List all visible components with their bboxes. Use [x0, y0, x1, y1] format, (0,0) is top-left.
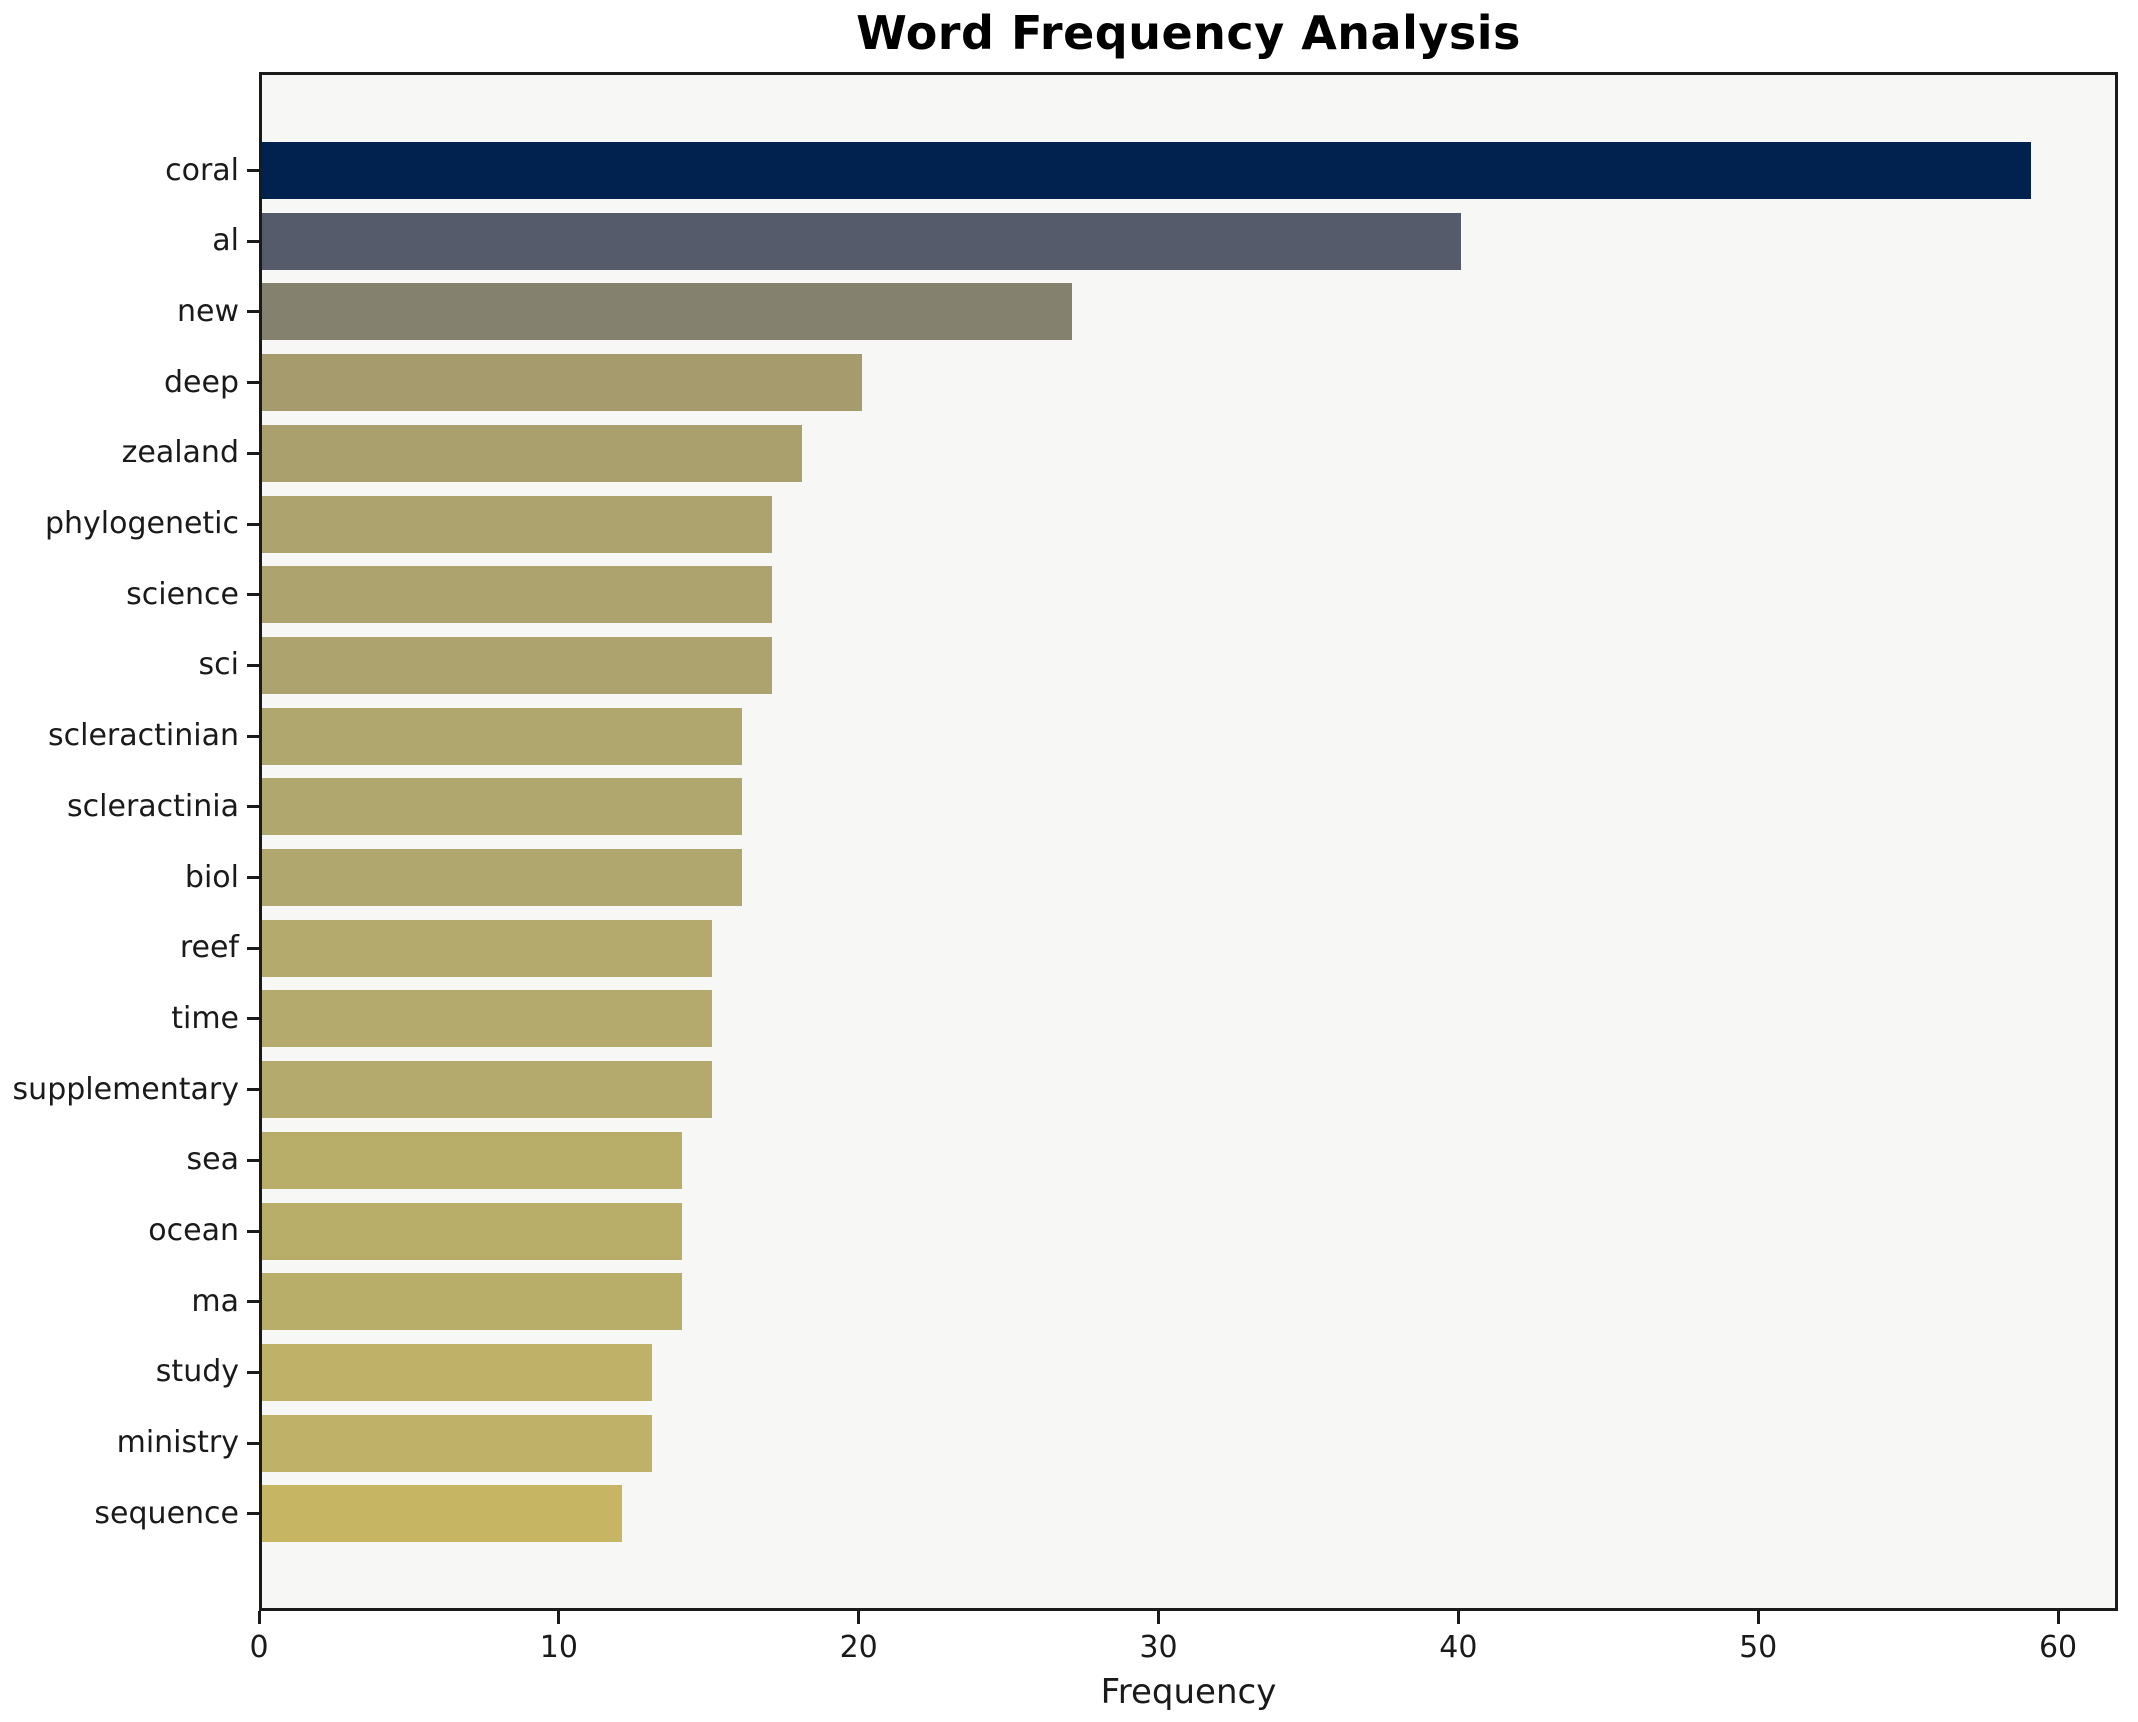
x-tick-mark: [1157, 1611, 1161, 1624]
bar-scleractinia: [262, 778, 742, 836]
bar-sea: [262, 1131, 682, 1189]
y-tick-label: scleractinia: [67, 788, 239, 824]
y-tick-mark: [247, 805, 259, 809]
x-tick-label: 20: [839, 1630, 878, 1665]
y-tick-label: al: [212, 223, 239, 259]
x-tick-label: 10: [539, 1630, 578, 1665]
y-tick-mark: [247, 1370, 259, 1374]
y-tick-mark: [247, 734, 259, 738]
plot-area: [259, 72, 2118, 1611]
x-tick-label: 40: [1439, 1630, 1478, 1665]
y-tick-mark: [247, 169, 259, 172]
y-tick-mark: [247, 1088, 259, 1092]
y-tick-mark: [247, 451, 259, 455]
y-tick-mark: [247, 593, 259, 597]
y-tick-label: deep: [164, 364, 239, 400]
bar-sci: [262, 636, 772, 694]
bar-zealand: [262, 424, 802, 482]
y-tick-mark: [247, 522, 259, 526]
y-tick-label: phylogenetic: [44, 506, 239, 541]
x-tick-mark: [557, 1611, 561, 1624]
x-tick-label: 50: [1739, 1630, 1778, 1665]
y-tick-label: study: [155, 1354, 239, 1390]
bar-science: [262, 566, 772, 624]
bar-new: [262, 283, 1072, 341]
y-tick-mark: [247, 1512, 259, 1516]
y-tick-label: reef: [179, 930, 239, 966]
x-tick-mark: [857, 1611, 861, 1624]
x-axis-label: Frequency: [1100, 1672, 1277, 1712]
bar-phylogenetic: [262, 495, 772, 553]
bar-scleractinian: [262, 707, 742, 765]
bar-ma: [262, 1273, 682, 1331]
y-tick-mark: [247, 1229, 259, 1233]
bar-coral: [262, 142, 2031, 199]
y-tick-label: biol: [184, 859, 239, 895]
y-tick-label: time: [171, 1000, 239, 1036]
x-tick-label: 60: [2038, 1630, 2078, 1665]
y-tick-label: sci: [198, 647, 239, 683]
y-tick-label: science: [126, 576, 239, 612]
y-tick-mark: [247, 946, 259, 950]
y-tick-mark: [247, 1017, 259, 1021]
x-tick-label: 30: [1139, 1630, 1178, 1665]
y-tick-label: scleractinian: [48, 718, 239, 754]
y-tick-label: sea: [186, 1142, 239, 1178]
x-tick-label: 0: [249, 1630, 269, 1665]
y-tick-label: supplementary: [12, 1071, 239, 1107]
bar-ministry: [262, 1414, 652, 1472]
bar-supplementary: [262, 1061, 712, 1119]
bar-study: [262, 1343, 652, 1401]
bar-sequence: [262, 1485, 622, 1543]
y-tick-label: zealand: [121, 435, 239, 471]
bar-ocean: [262, 1202, 682, 1260]
y-tick-mark: [247, 1300, 259, 1304]
bar-deep: [262, 354, 862, 412]
chart-title: Word Frequency Analysis: [856, 6, 1521, 60]
y-tick-mark: [247, 876, 259, 879]
y-tick-mark: [247, 239, 259, 243]
y-tick-label: new: [176, 293, 239, 329]
y-tick-mark: [247, 381, 259, 385]
y-tick-mark: [247, 663, 259, 667]
bar-al: [262, 212, 1461, 270]
x-tick-mark: [1456, 1611, 1460, 1624]
x-tick-mark: [1756, 1611, 1760, 1624]
bar-reef: [262, 919, 712, 977]
y-tick-mark: [247, 310, 259, 314]
bar-time: [262, 990, 712, 1048]
y-tick-label: ocean: [148, 1213, 239, 1248]
x-tick-mark: [257, 1611, 261, 1624]
y-tick-label: sequence: [94, 1495, 239, 1531]
bar-biol: [262, 849, 742, 906]
y-tick-label: ministry: [116, 1425, 239, 1461]
y-tick-label: ma: [191, 1283, 239, 1319]
x-tick-mark: [2056, 1611, 2060, 1624]
y-tick-label: coral: [165, 152, 239, 188]
y-tick-mark: [247, 1441, 259, 1445]
y-tick-mark: [247, 1158, 259, 1162]
